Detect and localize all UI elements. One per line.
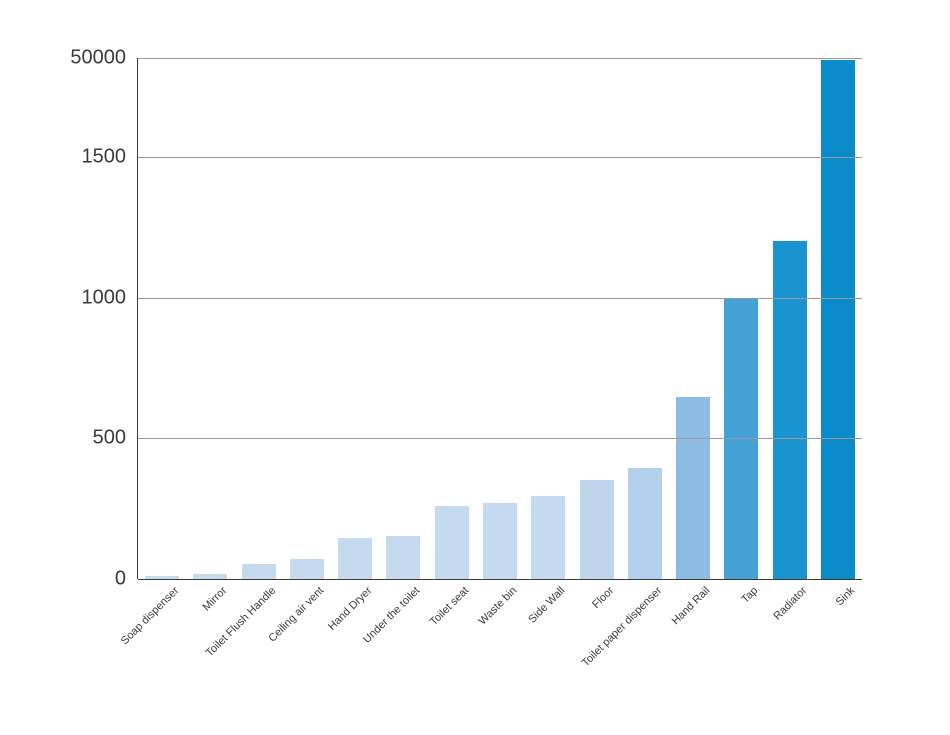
bar	[580, 480, 614, 579]
bar	[676, 397, 710, 579]
bar-chart: 05001000150050000Soap dispenserMirrorToi…	[0, 0, 950, 729]
gridline	[138, 58, 862, 59]
bar	[290, 559, 324, 579]
plot-area: 05001000150050000Soap dispenserMirrorToi…	[138, 58, 862, 579]
bars-layer	[138, 58, 862, 579]
y-tick-label: 50000	[70, 47, 138, 70]
x-axis-line	[138, 579, 862, 580]
bar	[338, 538, 372, 579]
y-tick-label: 500	[93, 427, 138, 450]
bar	[628, 468, 662, 579]
gridline	[138, 298, 862, 299]
y-axis-line	[137, 58, 138, 579]
y-tick-label: 1000	[82, 286, 139, 309]
bar	[483, 503, 517, 579]
bar	[773, 241, 807, 579]
bar	[242, 564, 276, 579]
bar	[531, 496, 565, 579]
bar	[821, 60, 855, 579]
gridline	[138, 438, 862, 439]
y-tick-label: 0	[115, 568, 138, 591]
bar	[386, 536, 420, 579]
y-tick-label: 1500	[82, 145, 139, 168]
bar	[435, 506, 469, 579]
gridline	[138, 157, 862, 158]
